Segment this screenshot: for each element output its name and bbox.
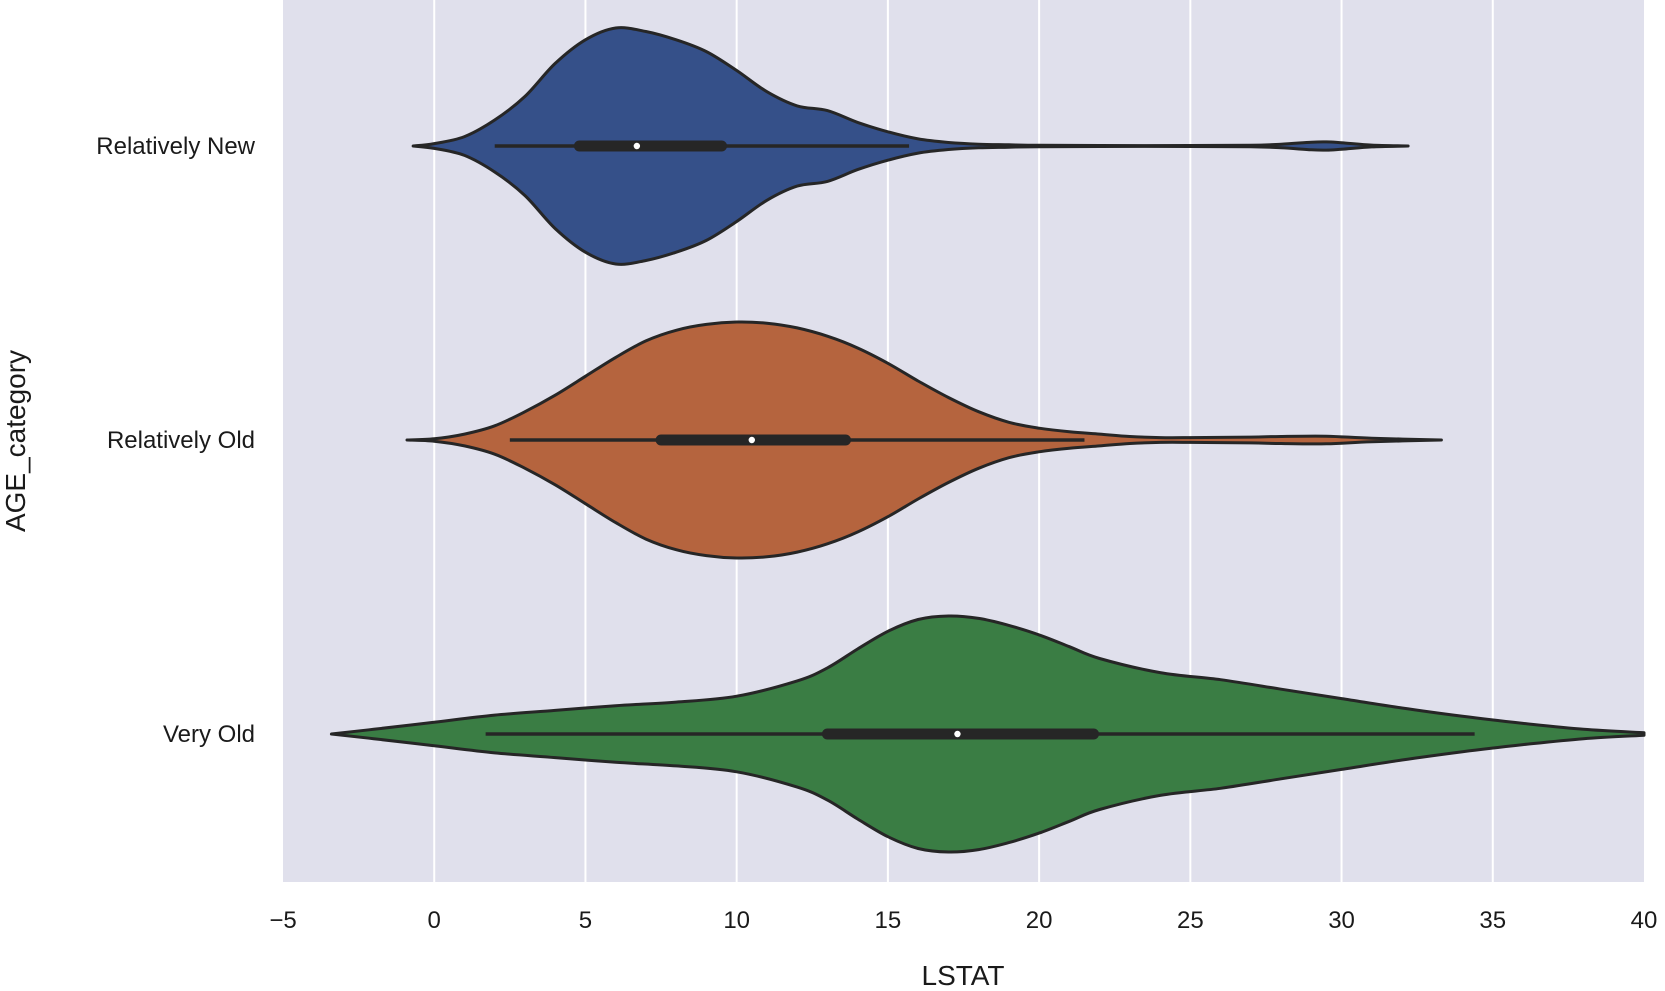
x-tick-label: −5: [269, 907, 296, 934]
x-tick-label: 30: [1328, 907, 1355, 934]
violin-body: [411, 26, 1410, 266]
y-tick-labels: Relatively New Relatively Old Very Old: [96, 133, 255, 748]
x-tick-label: 20: [1026, 907, 1053, 934]
x-tick-labels: −5 0 5 10 15 20 25 30 35 40: [269, 907, 1657, 934]
violin-median-dot: [954, 730, 961, 738]
x-tick-label: 35: [1479, 907, 1506, 934]
x-tick-label: 5: [579, 907, 592, 934]
x-tick-label: 15: [875, 907, 902, 934]
violin-relatively-new: [411, 26, 1410, 266]
violin-median-dot: [633, 142, 641, 150]
y-tick-label: Very Old: [163, 721, 255, 748]
x-tick-label: 10: [723, 907, 750, 934]
violin-relatively-old: [405, 320, 1443, 560]
violins: [329, 26, 1646, 854]
x-tick-label: 40: [1631, 907, 1658, 934]
x-tick-label: 25: [1177, 907, 1204, 934]
y-axis-title: AGE_category: [0, 350, 31, 532]
x-axis-title: LSTAT: [922, 960, 1005, 991]
violin-median-dot: [748, 436, 755, 444]
y-tick-label: Relatively New: [96, 133, 255, 160]
violin-very-old: [329, 614, 1646, 854]
x-tick-label: 0: [428, 907, 441, 934]
y-tick-label: Relatively Old: [107, 427, 255, 454]
